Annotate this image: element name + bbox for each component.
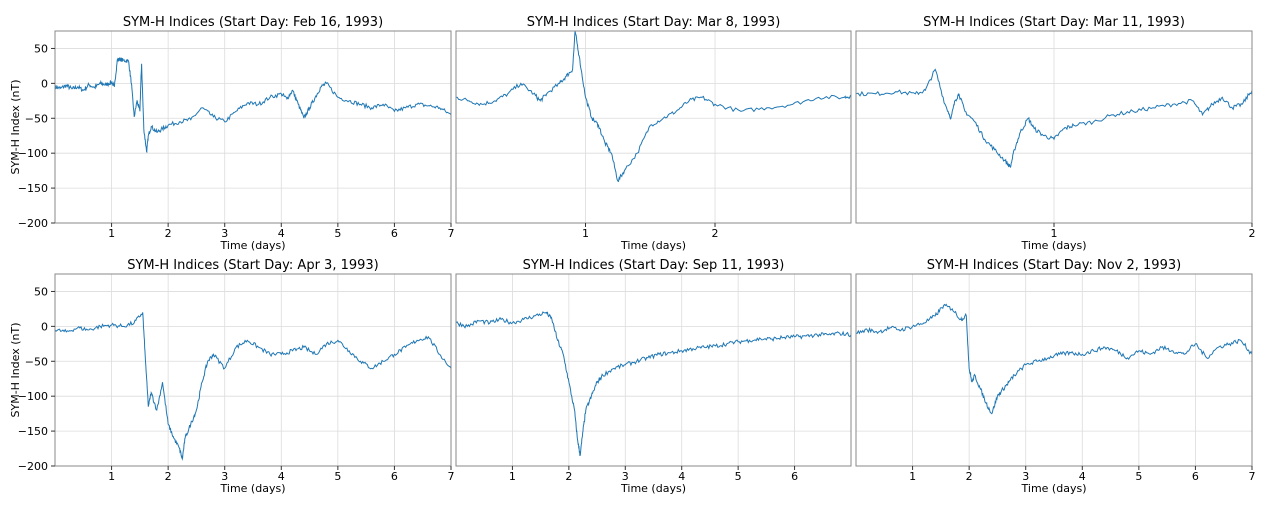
y-tick-label: −200 <box>18 217 48 230</box>
x-tick-label: 3 <box>221 470 228 483</box>
chart-panel-4: 1 2 3 4 5 6 7 50 0 −50 −100 −150 −200 SYM-H Indices (… <box>9 258 455 495</box>
axes-frame <box>54 273 452 467</box>
x-tick-label: 5 <box>334 470 341 483</box>
series-line <box>455 30 852 183</box>
x-tick-label: 4 <box>1079 470 1086 483</box>
x-tick-label: 6 <box>1192 470 1199 483</box>
x-tick-label: 2 <box>712 227 719 240</box>
y-tick-label: −100 <box>18 147 48 160</box>
x-tick-label: 4 <box>678 470 685 483</box>
x-tick-label: 1 <box>909 470 916 483</box>
series-line <box>455 311 852 456</box>
x-tick-label: 7 <box>1249 470 1256 483</box>
y-tick-label: 0 <box>41 320 48 333</box>
chart-panel-5: 1 2 3 4 5 6 SYM-H Indices (Start Day: Sep 11, … <box>455 258 852 495</box>
x-tick-label: 1 <box>108 470 115 483</box>
x-tick-label: 7 <box>448 227 455 240</box>
x-tick-label: 7 <box>448 470 455 483</box>
x-tick-label: 1 <box>1051 227 1058 240</box>
axes-frame <box>54 30 452 224</box>
chart-panel-3: 1 2 SYM-H Indices (Start Day: Mar 11, 1993… <box>855 15 1256 252</box>
x-tick-label: 5 <box>334 227 341 240</box>
x-tick-label: 3 <box>221 227 228 240</box>
y-tick-label: −200 <box>18 460 48 473</box>
x-tick-label: 2 <box>966 470 973 483</box>
y-tick-label: 50 <box>34 42 48 55</box>
x-tick-label: 2 <box>165 227 172 240</box>
axes-frame <box>855 273 1253 467</box>
x-axis-label: Time (days) <box>620 482 686 495</box>
x-axis-label: Time (days) <box>620 239 686 252</box>
axes-frame <box>455 273 852 467</box>
chart-title: SYM-H Indices (Start Day: Sep 11, 1993) <box>523 258 785 273</box>
chart-title: SYM-H Indices (Start Day: Nov 2, 1993) <box>927 258 1181 273</box>
chart-panel-1: 1 2 3 4 5 6 7 50 0 −50 −100 −150 −200 SYM-H Indices (… <box>9 15 455 252</box>
x-tick-label: 6 <box>391 470 398 483</box>
chart-title: SYM-H Indices (Start Day: Mar 11, 1993) <box>923 15 1185 30</box>
y-tick-label: −100 <box>18 390 48 403</box>
series-line <box>855 303 1253 415</box>
y-tick-label: −150 <box>18 425 48 438</box>
x-tick-label: 5 <box>735 470 742 483</box>
x-tick-label: 4 <box>278 227 285 240</box>
x-tick-label: 1 <box>509 470 516 483</box>
x-tick-label: 6 <box>391 227 398 240</box>
y-tick-label: −150 <box>18 182 48 195</box>
y-tick-label: −50 <box>25 355 48 368</box>
x-tick-label: 1 <box>582 227 589 240</box>
y-axis-label: SYM-H Index (nT) <box>9 323 22 418</box>
x-axis-label: Time (days) <box>1021 239 1087 252</box>
x-tick-label: 5 <box>1135 470 1142 483</box>
x-tick-label: 2 <box>1249 227 1256 240</box>
x-axis-label: Time (days) <box>220 482 286 495</box>
x-tick-label: 3 <box>622 470 629 483</box>
x-tick-label: 3 <box>1022 470 1029 483</box>
x-tick-label: 2 <box>165 470 172 483</box>
x-tick-label: 6 <box>791 470 798 483</box>
x-axis-label: Time (days) <box>1021 482 1087 495</box>
x-tick-label: 4 <box>278 470 285 483</box>
axes-frame <box>455 30 852 224</box>
y-tick-label: −50 <box>25 112 48 125</box>
chart-title: SYM-H Indices (Start Day: Feb 16, 1993) <box>123 15 383 30</box>
chart-title: SYM-H Indices (Start Day: Mar 8, 1993) <box>527 15 781 30</box>
y-tick-label: 50 <box>34 285 48 298</box>
x-tick-label: 1 <box>108 227 115 240</box>
chart-title: SYM-H Indices (Start Day: Apr 3, 1993) <box>127 258 379 273</box>
series-line <box>855 68 1253 169</box>
series-line <box>54 312 452 461</box>
y-tick-label: 0 <box>41 77 48 90</box>
x-tick-label: 2 <box>565 470 572 483</box>
x-axis-label: Time (days) <box>220 239 286 252</box>
chart-panel-6: 1 2 3 4 5 6 7 SYM-H Indices (Start Day: Nov 2, … <box>855 258 1256 495</box>
series-line <box>54 57 452 154</box>
y-axis-label: SYM-H Index (nT) <box>9 80 22 175</box>
chart-panel-2: 1 2 SYM-H Indices (Start Day: Mar 8, 1993)… <box>455 15 852 252</box>
